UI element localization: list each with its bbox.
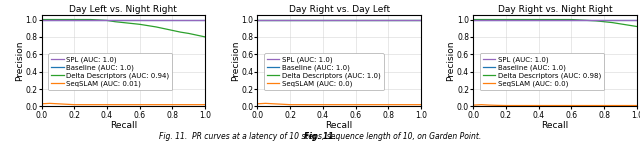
Delta Descriptors (AUC: 0.98): (0.65, 0.995): 0.98): (0.65, 0.995) bbox=[576, 19, 584, 21]
Y-axis label: Precision: Precision bbox=[15, 41, 24, 81]
Legend: SPL (AUC: 1.0), Baseline (AUC: 1.0), Delta Descriptors (AUC: 1.0), SeqSLAM (AUC:: SPL (AUC: 1.0), Baseline (AUC: 1.0), Del… bbox=[264, 53, 384, 90]
Delta Descriptors (AUC: 0.94): (0.65, 0.93): 0.94): (0.65, 0.93) bbox=[144, 25, 152, 27]
Delta Descriptors (AUC: 0.94): (0.95, 0.82): 0.94): (0.95, 0.82) bbox=[193, 34, 201, 36]
SeqSLAM (AUC: 0.0): (0.1, 0.03): 0.0): (0.1, 0.03) bbox=[270, 103, 278, 105]
SeqSLAM (AUC: 0.0): (0.05, 0.035): 0.0): (0.05, 0.035) bbox=[262, 102, 269, 104]
Delta Descriptors (AUC: 0.94): (0, 1): 0.94): (0, 1) bbox=[38, 19, 45, 21]
Delta Descriptors (AUC: 0.98): (0.8, 0.975): 0.98): (0.8, 0.975) bbox=[600, 21, 608, 23]
Delta Descriptors (AUC: 0.98): (0.7, 0.99): 0.98): (0.7, 0.99) bbox=[584, 19, 591, 21]
SeqSLAM (AUC: 0.0): (0.15, 0.012): 0.0): (0.15, 0.012) bbox=[494, 104, 502, 106]
Delta Descriptors (AUC: 0.98): (0.55, 1): 0.98): (0.55, 1) bbox=[559, 19, 567, 21]
SeqSLAM (AUC: 0.0): (0.1, 0.015): 0.0): (0.1, 0.015) bbox=[486, 104, 493, 106]
Delta Descriptors (AUC: 0.94): (0.85, 0.855): 0.94): (0.85, 0.855) bbox=[177, 31, 184, 33]
Delta Descriptors (AUC: 0.98): (0.6, 1): 0.98): (0.6, 1) bbox=[568, 19, 575, 21]
Delta Descriptors (AUC: 0.98): (0.9, 0.95): 0.98): (0.9, 0.95) bbox=[616, 23, 624, 25]
SeqSLAM (AUC: 0.0): (0, 0.03): 0.0): (0, 0.03) bbox=[253, 103, 261, 105]
X-axis label: Recall: Recall bbox=[541, 121, 569, 130]
Title: Day Right vs. Day Left: Day Right vs. Day Left bbox=[289, 5, 390, 14]
Y-axis label: Precision: Precision bbox=[231, 41, 240, 81]
SeqSLAM (AUC: 0.0): (0.2, 0.02): 0.0): (0.2, 0.02) bbox=[286, 104, 294, 106]
X-axis label: Recall: Recall bbox=[109, 121, 137, 130]
Line: Delta Descriptors (AUC: 0.98): Delta Descriptors (AUC: 0.98) bbox=[474, 20, 637, 26]
Delta Descriptors (AUC: 0.94): (1, 0.8): 0.94): (1, 0.8) bbox=[201, 36, 209, 38]
Delta Descriptors (AUC: 0.94): (0.55, 0.955): 0.94): (0.55, 0.955) bbox=[128, 22, 136, 24]
SeqSLAM (AUC: 0.0): (1, 0.01): 0.0): (1, 0.01) bbox=[633, 105, 640, 106]
Delta Descriptors (AUC: 0.94): (0.4, 0.99): 0.94): (0.4, 0.99) bbox=[103, 19, 111, 21]
SeqSLAM (AUC: 0.01): (0.05, 0.035): 0.01): (0.05, 0.035) bbox=[46, 102, 54, 104]
SeqSLAM (AUC: 0.01): (0.25, 0.02): 0.01): (0.25, 0.02) bbox=[79, 104, 86, 106]
SeqSLAM (AUC: 0.01): (0.15, 0.025): 0.01): (0.15, 0.025) bbox=[62, 103, 70, 105]
SeqSLAM (AUC: 0.0): (0.25, 0.02): 0.0): (0.25, 0.02) bbox=[294, 104, 302, 106]
Legend: SPL (AUC: 1.0), Baseline (AUC: 1.0), Delta Descriptors (AUC: 0.98), SeqSLAM (AUC: SPL (AUC: 1.0), Baseline (AUC: 1.0), Del… bbox=[480, 53, 604, 90]
Legend: SPL (AUC: 1.0), Baseline (AUC: 1.0), Delta Descriptors (AUC: 0.94), SeqSLAM (AUC: SPL (AUC: 1.0), Baseline (AUC: 1.0), Del… bbox=[49, 53, 172, 90]
Title: Day Left vs. Night Right: Day Left vs. Night Right bbox=[69, 5, 177, 14]
Delta Descriptors (AUC: 0.94): (0.9, 0.84): 0.94): (0.9, 0.84) bbox=[185, 33, 193, 34]
Delta Descriptors (AUC: 0.94): (0.5, 0.965): 0.94): (0.5, 0.965) bbox=[120, 22, 127, 24]
SeqSLAM (AUC: 0.0): (0.2, 0.01): 0.0): (0.2, 0.01) bbox=[502, 105, 510, 106]
SeqSLAM (AUC: 0.0): (0, 0.015): 0.0): (0, 0.015) bbox=[470, 104, 477, 106]
Delta Descriptors (AUC: 0.94): (0.45, 0.975): 0.94): (0.45, 0.975) bbox=[111, 21, 119, 23]
Y-axis label: Precision: Precision bbox=[447, 41, 456, 81]
SeqSLAM (AUC: 0.01): (0.2, 0.02): 0.01): (0.2, 0.02) bbox=[70, 104, 78, 106]
Line: Delta Descriptors (AUC: 0.94): Delta Descriptors (AUC: 0.94) bbox=[42, 20, 205, 37]
Text: Fig. 11.: Fig. 11. bbox=[304, 132, 336, 141]
SeqSLAM (AUC: 0.0): (0.15, 0.025): 0.0): (0.15, 0.025) bbox=[278, 103, 286, 105]
Text: Fig. 11.  PR curves at a latency of 10 steps, sequence length of 10, on Garden P: Fig. 11. PR curves at a latency of 10 st… bbox=[159, 132, 481, 141]
Title: Day Right vs. Night Right: Day Right vs. Night Right bbox=[498, 5, 612, 14]
Delta Descriptors (AUC: 0.94): (0.7, 0.915): 0.94): (0.7, 0.915) bbox=[152, 26, 160, 28]
Delta Descriptors (AUC: 0.98): (1, 0.92): 0.98): (1, 0.92) bbox=[633, 26, 640, 27]
Delta Descriptors (AUC: 0.98): (0.95, 0.935): 0.98): (0.95, 0.935) bbox=[625, 24, 632, 26]
Delta Descriptors (AUC: 0.94): (0.75, 0.895): 0.94): (0.75, 0.895) bbox=[161, 28, 168, 30]
SeqSLAM (AUC: 0.0): (0.05, 0.02): 0.0): (0.05, 0.02) bbox=[477, 104, 485, 106]
Delta Descriptors (AUC: 0.94): (0.3, 1): 0.94): (0.3, 1) bbox=[87, 19, 95, 21]
SeqSLAM (AUC: 0.01): (1, 0.02): 0.01): (1, 0.02) bbox=[201, 104, 209, 106]
Delta Descriptors (AUC: 0.98): (0, 1): 0.98): (0, 1) bbox=[470, 19, 477, 21]
SeqSLAM (AUC: 0.0): (1, 0.02): 0.0): (1, 0.02) bbox=[417, 104, 425, 106]
Delta Descriptors (AUC: 0.98): (0.85, 0.965): 0.98): (0.85, 0.965) bbox=[609, 22, 616, 24]
SeqSLAM (AUC: 0.0): (0.25, 0.01): 0.0): (0.25, 0.01) bbox=[510, 105, 518, 106]
SeqSLAM (AUC: 0.01): (0, 0.03): 0.01): (0, 0.03) bbox=[38, 103, 45, 105]
SeqSLAM (AUC: 0.01): (0.1, 0.03): 0.01): (0.1, 0.03) bbox=[54, 103, 62, 105]
Delta Descriptors (AUC: 0.94): (0.6, 0.945): 0.94): (0.6, 0.945) bbox=[136, 23, 143, 25]
Delta Descriptors (AUC: 0.98): (0.75, 0.985): 0.98): (0.75, 0.985) bbox=[592, 20, 600, 22]
Line: SeqSLAM (AUC: 0.0): SeqSLAM (AUC: 0.0) bbox=[257, 103, 421, 105]
Delta Descriptors (AUC: 0.94): (0.8, 0.875): 0.94): (0.8, 0.875) bbox=[168, 29, 176, 31]
Line: SeqSLAM (AUC: 0.01): SeqSLAM (AUC: 0.01) bbox=[42, 103, 205, 105]
X-axis label: Recall: Recall bbox=[326, 121, 353, 130]
